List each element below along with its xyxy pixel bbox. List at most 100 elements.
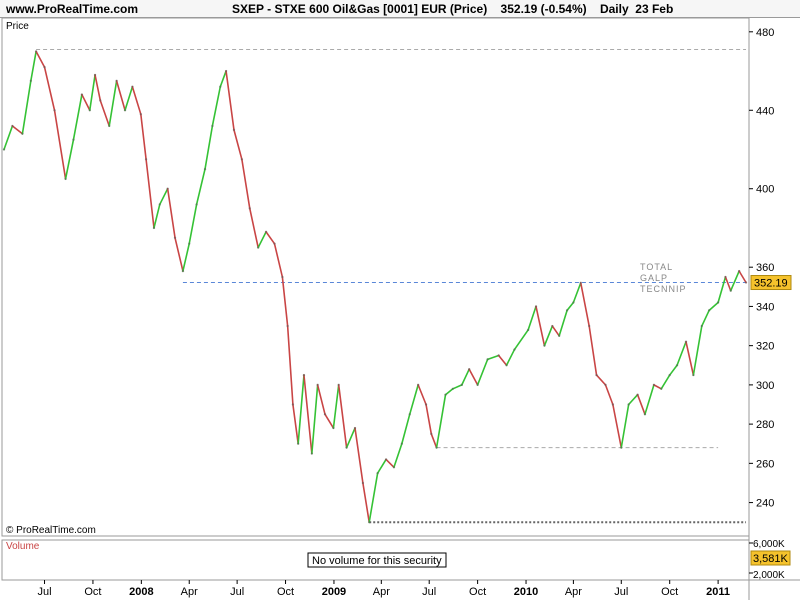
price-point: [281, 275, 284, 279]
price-point: [700, 324, 703, 328]
price-segment: [700, 309, 710, 327]
y-tick-label: 360: [756, 262, 774, 274]
no-volume-message: No volume for this security: [312, 555, 442, 567]
price-segment: [685, 340, 695, 376]
price-segment: [225, 70, 235, 131]
price-point: [332, 426, 335, 430]
price-segment: [620, 403, 630, 449]
price-point: [716, 301, 720, 304]
price-point: [444, 393, 447, 396]
price-segment: [182, 242, 191, 272]
price-point: [660, 387, 663, 391]
price-segment: [211, 85, 222, 127]
price-segment: [401, 413, 411, 445]
price-segment: [425, 403, 433, 435]
price-point: [707, 309, 711, 312]
price-segment: [604, 384, 614, 406]
price-segment: [158, 187, 169, 206]
x-tick-label: Oct: [84, 586, 101, 598]
price-segment: [636, 393, 646, 416]
price-segment: [115, 80, 126, 112]
price-point: [643, 413, 647, 416]
y-tick-label: 440: [756, 105, 774, 117]
price-segment: [376, 458, 387, 474]
price-point: [99, 99, 102, 102]
price-point: [219, 85, 222, 88]
price-point: [353, 426, 357, 430]
price-segment: [535, 305, 546, 347]
price-segment: [30, 50, 37, 82]
price-segment: [627, 393, 639, 406]
price-segment: [354, 427, 364, 484]
price-segment: [241, 158, 251, 210]
x-axis: Jul Oct 2008 Apr Jul Oct 2009 Apr Jul Oct 2010 Apr J…: [37, 580, 730, 598]
price-segment: [166, 187, 176, 239]
price-point: [595, 373, 598, 377]
price-point: [139, 112, 143, 116]
price-point: [744, 281, 748, 284]
price-point: [43, 65, 46, 69]
price-point: [224, 69, 228, 73]
price-segment: [94, 74, 102, 102]
price-point: [400, 442, 404, 445]
price-point: [80, 93, 84, 96]
price-point: [579, 281, 582, 285]
x-tick-label: Oct: [469, 586, 486, 598]
price-segment: [729, 270, 740, 292]
price-point: [587, 324, 591, 328]
price-segment: [286, 325, 294, 406]
price-point: [460, 383, 464, 387]
price-segment: [527, 305, 537, 331]
price-point: [551, 324, 554, 328]
price-segment: [612, 403, 623, 449]
price-panel-label: Price: [6, 21, 29, 32]
price-point: [323, 413, 327, 416]
price-segment: [738, 270, 747, 284]
price-segment: [140, 113, 147, 161]
price-point: [291, 403, 295, 406]
price-point: [345, 446, 348, 449]
no-volume-box: [307, 552, 447, 568]
price-segment: [692, 325, 703, 376]
price-point: [248, 207, 251, 210]
price-point: [451, 387, 455, 391]
price-segment: [660, 374, 671, 390]
price-point: [543, 344, 546, 347]
price-point: [476, 383, 479, 387]
price-point: [435, 446, 438, 449]
price-segment: [88, 74, 96, 112]
price-point: [115, 79, 118, 83]
price-segment: [204, 125, 214, 170]
price-point: [108, 124, 111, 128]
price-point: [144, 158, 148, 161]
price-segment: [497, 354, 508, 367]
price-segment: [724, 276, 732, 292]
x-tick-label: Apr: [373, 586, 390, 598]
price-point: [264, 230, 268, 234]
price-segment: [668, 364, 678, 376]
price-segment: [505, 348, 516, 367]
price-segment: [11, 125, 24, 135]
price-point: [211, 124, 214, 128]
price-point: [737, 269, 741, 273]
x-tick-label: 2009: [322, 586, 346, 598]
price-point: [497, 354, 500, 357]
price-point: [652, 383, 656, 387]
price-segment: [257, 231, 267, 249]
y-tick-label: 300: [756, 380, 774, 392]
price-segment: [153, 203, 161, 229]
site-name: www.ProRealTime.com: [6, 2, 139, 16]
price-segment: [72, 93, 83, 141]
price-segment: [558, 309, 568, 337]
x-tick-label: Jul: [230, 586, 244, 598]
price-point: [188, 242, 191, 245]
price-point: [93, 73, 97, 77]
price-segment: [566, 301, 575, 312]
price-point: [72, 138, 75, 141]
price-segment: [444, 388, 454, 396]
last-price-badge: [750, 275, 792, 291]
x-tick-label: 2008: [129, 586, 153, 598]
x-tick-label: Apr: [565, 586, 582, 598]
price-segment: [124, 85, 134, 112]
price-point: [526, 328, 530, 332]
